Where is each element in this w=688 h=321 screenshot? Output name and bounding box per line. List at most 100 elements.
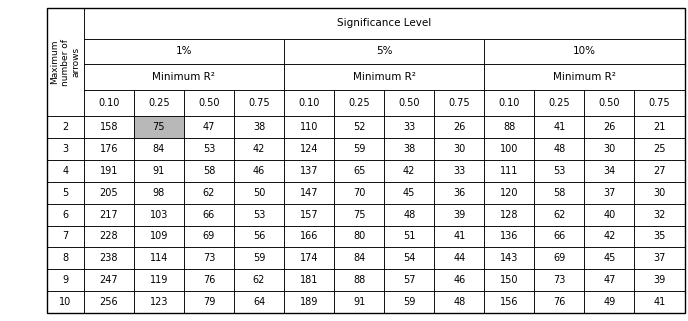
Text: 26: 26 bbox=[603, 122, 616, 132]
Bar bbox=[284, 116, 334, 138]
Text: 0.75: 0.75 bbox=[248, 98, 270, 108]
Bar bbox=[184, 138, 234, 160]
Text: 53: 53 bbox=[553, 166, 566, 176]
Bar bbox=[535, 269, 584, 291]
Text: Minimum R²: Minimum R² bbox=[153, 73, 215, 82]
Text: 32: 32 bbox=[654, 210, 666, 220]
Bar bbox=[184, 269, 234, 291]
Bar bbox=[284, 226, 334, 247]
Text: 110: 110 bbox=[300, 122, 319, 132]
Bar bbox=[234, 160, 284, 182]
Bar bbox=[634, 160, 685, 182]
Bar bbox=[184, 204, 234, 226]
Bar bbox=[484, 91, 535, 116]
Bar bbox=[334, 160, 384, 182]
Text: 0.50: 0.50 bbox=[198, 98, 219, 108]
Bar bbox=[134, 204, 184, 226]
Text: 65: 65 bbox=[353, 166, 365, 176]
Text: 53: 53 bbox=[252, 210, 265, 220]
Bar bbox=[384, 182, 434, 204]
Bar bbox=[284, 291, 334, 313]
Text: 0.50: 0.50 bbox=[398, 98, 420, 108]
Text: 7: 7 bbox=[62, 231, 68, 241]
Text: 10: 10 bbox=[59, 297, 72, 307]
Bar bbox=[384, 91, 434, 116]
Text: 73: 73 bbox=[203, 253, 215, 263]
Bar bbox=[334, 247, 384, 269]
Text: 69: 69 bbox=[553, 253, 566, 263]
Text: 150: 150 bbox=[500, 275, 519, 285]
Bar bbox=[334, 91, 384, 116]
Bar bbox=[84, 269, 134, 291]
Bar bbox=[84, 226, 134, 247]
Text: 0.10: 0.10 bbox=[98, 98, 120, 108]
Text: 2: 2 bbox=[62, 122, 68, 132]
Bar bbox=[484, 204, 535, 226]
Text: 39: 39 bbox=[453, 210, 465, 220]
Text: 53: 53 bbox=[203, 144, 215, 154]
Bar bbox=[134, 91, 184, 116]
Bar bbox=[484, 291, 535, 313]
Text: 48: 48 bbox=[453, 297, 465, 307]
Bar bbox=[234, 291, 284, 313]
Text: 47: 47 bbox=[203, 122, 215, 132]
Text: 45: 45 bbox=[403, 188, 416, 198]
Text: 111: 111 bbox=[500, 166, 519, 176]
Text: 103: 103 bbox=[150, 210, 168, 220]
Bar bbox=[84, 116, 134, 138]
Bar bbox=[47, 116, 84, 138]
Bar bbox=[284, 91, 334, 116]
Bar bbox=[535, 226, 584, 247]
Text: 30: 30 bbox=[603, 144, 616, 154]
Bar bbox=[84, 91, 134, 116]
Bar bbox=[434, 160, 484, 182]
Bar bbox=[134, 269, 184, 291]
Text: 75: 75 bbox=[353, 210, 365, 220]
Text: 10%: 10% bbox=[573, 47, 596, 56]
Bar bbox=[234, 247, 284, 269]
Bar bbox=[434, 247, 484, 269]
Text: 62: 62 bbox=[252, 275, 265, 285]
Text: 41: 41 bbox=[453, 231, 465, 241]
Bar bbox=[535, 116, 584, 138]
Bar bbox=[234, 138, 284, 160]
Bar bbox=[47, 182, 84, 204]
Text: 37: 37 bbox=[654, 253, 666, 263]
Text: 30: 30 bbox=[453, 144, 465, 154]
Bar bbox=[634, 116, 685, 138]
Text: 73: 73 bbox=[553, 275, 566, 285]
Text: 0.50: 0.50 bbox=[599, 98, 620, 108]
Text: 70: 70 bbox=[353, 188, 365, 198]
Bar bbox=[184, 160, 234, 182]
Text: 75: 75 bbox=[153, 122, 165, 132]
Text: 44: 44 bbox=[453, 253, 465, 263]
Text: 40: 40 bbox=[603, 210, 616, 220]
Text: 88: 88 bbox=[353, 275, 365, 285]
Text: 128: 128 bbox=[500, 210, 519, 220]
Bar bbox=[484, 182, 535, 204]
Bar bbox=[334, 182, 384, 204]
Text: 46: 46 bbox=[253, 166, 265, 176]
Bar bbox=[234, 269, 284, 291]
Bar bbox=[84, 65, 284, 91]
Bar bbox=[134, 247, 184, 269]
Bar bbox=[47, 160, 84, 182]
Text: 26: 26 bbox=[453, 122, 466, 132]
Bar bbox=[384, 116, 434, 138]
Text: 156: 156 bbox=[500, 297, 519, 307]
Bar bbox=[134, 226, 184, 247]
Text: 58: 58 bbox=[203, 166, 215, 176]
Text: 39: 39 bbox=[654, 275, 666, 285]
Bar bbox=[384, 226, 434, 247]
Bar bbox=[84, 182, 134, 204]
Text: 84: 84 bbox=[153, 144, 165, 154]
Bar bbox=[535, 182, 584, 204]
Bar bbox=[634, 204, 685, 226]
Bar bbox=[47, 204, 84, 226]
Bar bbox=[284, 160, 334, 182]
Text: 174: 174 bbox=[300, 253, 319, 263]
Text: 109: 109 bbox=[150, 231, 168, 241]
Text: 4: 4 bbox=[62, 166, 68, 176]
Text: 45: 45 bbox=[603, 253, 616, 263]
Bar bbox=[484, 160, 535, 182]
